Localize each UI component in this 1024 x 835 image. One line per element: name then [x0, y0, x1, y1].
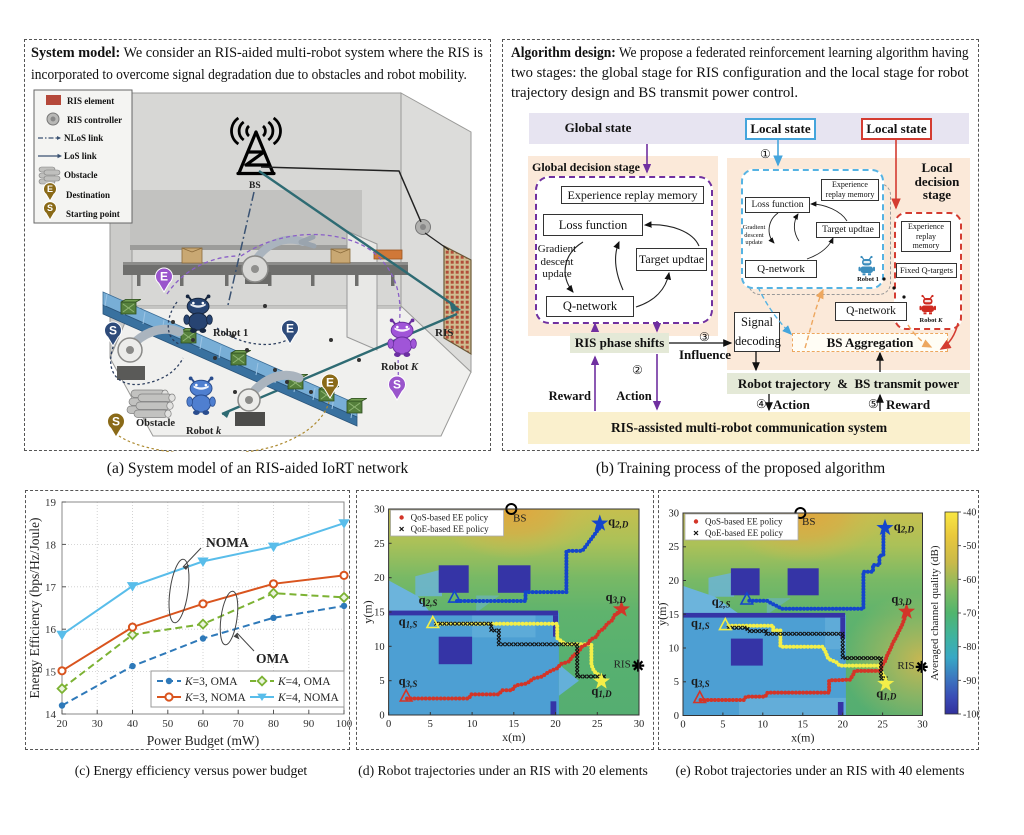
svg-text:20: 20: [374, 573, 385, 584]
svg-text:16: 16: [45, 624, 57, 636]
svg-text:-40: -40: [963, 508, 976, 519]
svg-text:-60: -60: [963, 575, 976, 586]
svg-text:E: E: [286, 321, 294, 335]
svg-text:QoE-based EE policy: QoE-based EE policy: [411, 524, 489, 534]
svg-text:y(m): y(m): [659, 603, 669, 626]
svg-text:E: E: [47, 184, 53, 194]
svg-text:15: 15: [798, 720, 809, 731]
svg-text:RIS: RIS: [897, 660, 914, 672]
svg-text:Power Budget (mW): Power Budget (mW): [147, 733, 259, 748]
svg-text:20: 20: [550, 719, 561, 730]
svg-text:15: 15: [374, 608, 385, 619]
svg-text:5: 5: [379, 676, 384, 687]
svg-text:5: 5: [674, 677, 679, 688]
svg-text:-50: -50: [963, 541, 976, 552]
svg-text:x(m): x(m): [791, 731, 814, 745]
svg-text:30: 30: [92, 718, 104, 730]
svg-text:30: 30: [374, 505, 385, 516]
svg-text:20: 20: [669, 576, 680, 587]
svg-text:S: S: [109, 323, 117, 337]
svg-text:-70: -70: [963, 609, 976, 620]
svg-text:14: 14: [45, 709, 57, 721]
svg-text:0: 0: [386, 719, 391, 730]
svg-text:5: 5: [428, 719, 433, 730]
svg-text:19: 19: [45, 497, 57, 509]
svg-text:QoS-based EE policy: QoS-based EE policy: [411, 513, 489, 523]
svg-text:10: 10: [758, 720, 769, 731]
svg-text:E: E: [160, 269, 168, 283]
svg-text:S: S: [112, 414, 120, 428]
svg-text:20: 20: [57, 718, 69, 730]
svg-text:Robot 1: Robot 1: [213, 328, 248, 339]
svg-text:K=4, OMA: K=4, OMA: [277, 676, 331, 688]
svg-text:x(m): x(m): [502, 730, 525, 744]
svg-text:15: 15: [509, 719, 520, 730]
svg-text:17: 17: [45, 582, 57, 594]
svg-text:OMA: OMA: [256, 651, 289, 666]
svg-text:30: 30: [669, 509, 680, 520]
svg-text:K=3, NOMA: K=3, NOMA: [184, 692, 246, 704]
svg-text:10: 10: [374, 642, 385, 653]
svg-text:Averaged channel quality (dB): Averaged channel quality (dB): [929, 545, 941, 680]
svg-text:80: 80: [268, 718, 280, 730]
svg-text:30: 30: [917, 720, 928, 731]
svg-text:y(m): y(m): [361, 600, 375, 623]
svg-text:RIS: RIS: [435, 327, 453, 339]
svg-text:50: 50: [162, 718, 174, 730]
svg-text:NLoS link: NLoS link: [64, 133, 103, 143]
svg-text:K=4, NOMA: K=4, NOMA: [277, 692, 339, 704]
svg-text:60: 60: [198, 718, 210, 730]
svg-text:Robot K: Robot K: [381, 362, 419, 373]
svg-text:10: 10: [467, 719, 478, 730]
svg-text:15: 15: [669, 610, 680, 621]
svg-text:40: 40: [127, 718, 139, 730]
svg-text:25: 25: [374, 539, 385, 550]
svg-text:0: 0: [680, 720, 685, 731]
svg-text:Obstacle: Obstacle: [136, 418, 175, 429]
svg-text:-90: -90: [963, 676, 976, 687]
svg-text:25: 25: [592, 719, 603, 730]
svg-text:25: 25: [669, 542, 680, 553]
svg-text:25: 25: [877, 720, 888, 731]
svg-text:20: 20: [837, 720, 848, 731]
svg-text:S: S: [47, 203, 53, 213]
svg-text:BS: BS: [249, 181, 261, 191]
svg-text:Energy Efficiency (bps/Hz/Joul: Energy Efficiency (bps/Hz/Joule): [27, 518, 42, 699]
svg-text:K=3, OMA: K=3, OMA: [184, 676, 238, 688]
svg-text:Obstacle: Obstacle: [64, 170, 98, 180]
svg-text:QoE-based EE policy: QoE-based EE policy: [705, 528, 783, 538]
svg-text:90: 90: [303, 718, 315, 730]
svg-text:LoS link: LoS link: [64, 151, 97, 161]
svg-text:-100: -100: [963, 710, 980, 721]
svg-text:RIS element: RIS element: [67, 96, 114, 106]
svg-text:100: 100: [336, 718, 353, 730]
svg-text:RIS: RIS: [614, 659, 631, 671]
svg-text:15: 15: [45, 667, 57, 679]
svg-text:30: 30: [634, 719, 645, 730]
svg-text:5: 5: [720, 720, 725, 731]
svg-text:0: 0: [674, 711, 679, 722]
svg-text:-80: -80: [963, 642, 976, 653]
svg-text:Starting point: Starting point: [66, 209, 120, 219]
svg-text:RIS controller: RIS controller: [67, 115, 122, 125]
svg-text:Robot k: Robot k: [186, 426, 222, 437]
svg-text:Destination: Destination: [66, 190, 110, 200]
svg-text:E: E: [326, 375, 334, 389]
svg-text:0: 0: [379, 711, 384, 722]
svg-text:70: 70: [233, 718, 245, 730]
svg-text:BS: BS: [802, 516, 815, 528]
svg-text:QoS-based EE policy: QoS-based EE policy: [705, 517, 783, 527]
svg-text:S: S: [393, 377, 401, 391]
svg-text:BS: BS: [513, 512, 526, 524]
svg-text:18: 18: [45, 539, 57, 551]
svg-text:10: 10: [669, 644, 680, 655]
svg-text:NOMA: NOMA: [206, 535, 249, 550]
